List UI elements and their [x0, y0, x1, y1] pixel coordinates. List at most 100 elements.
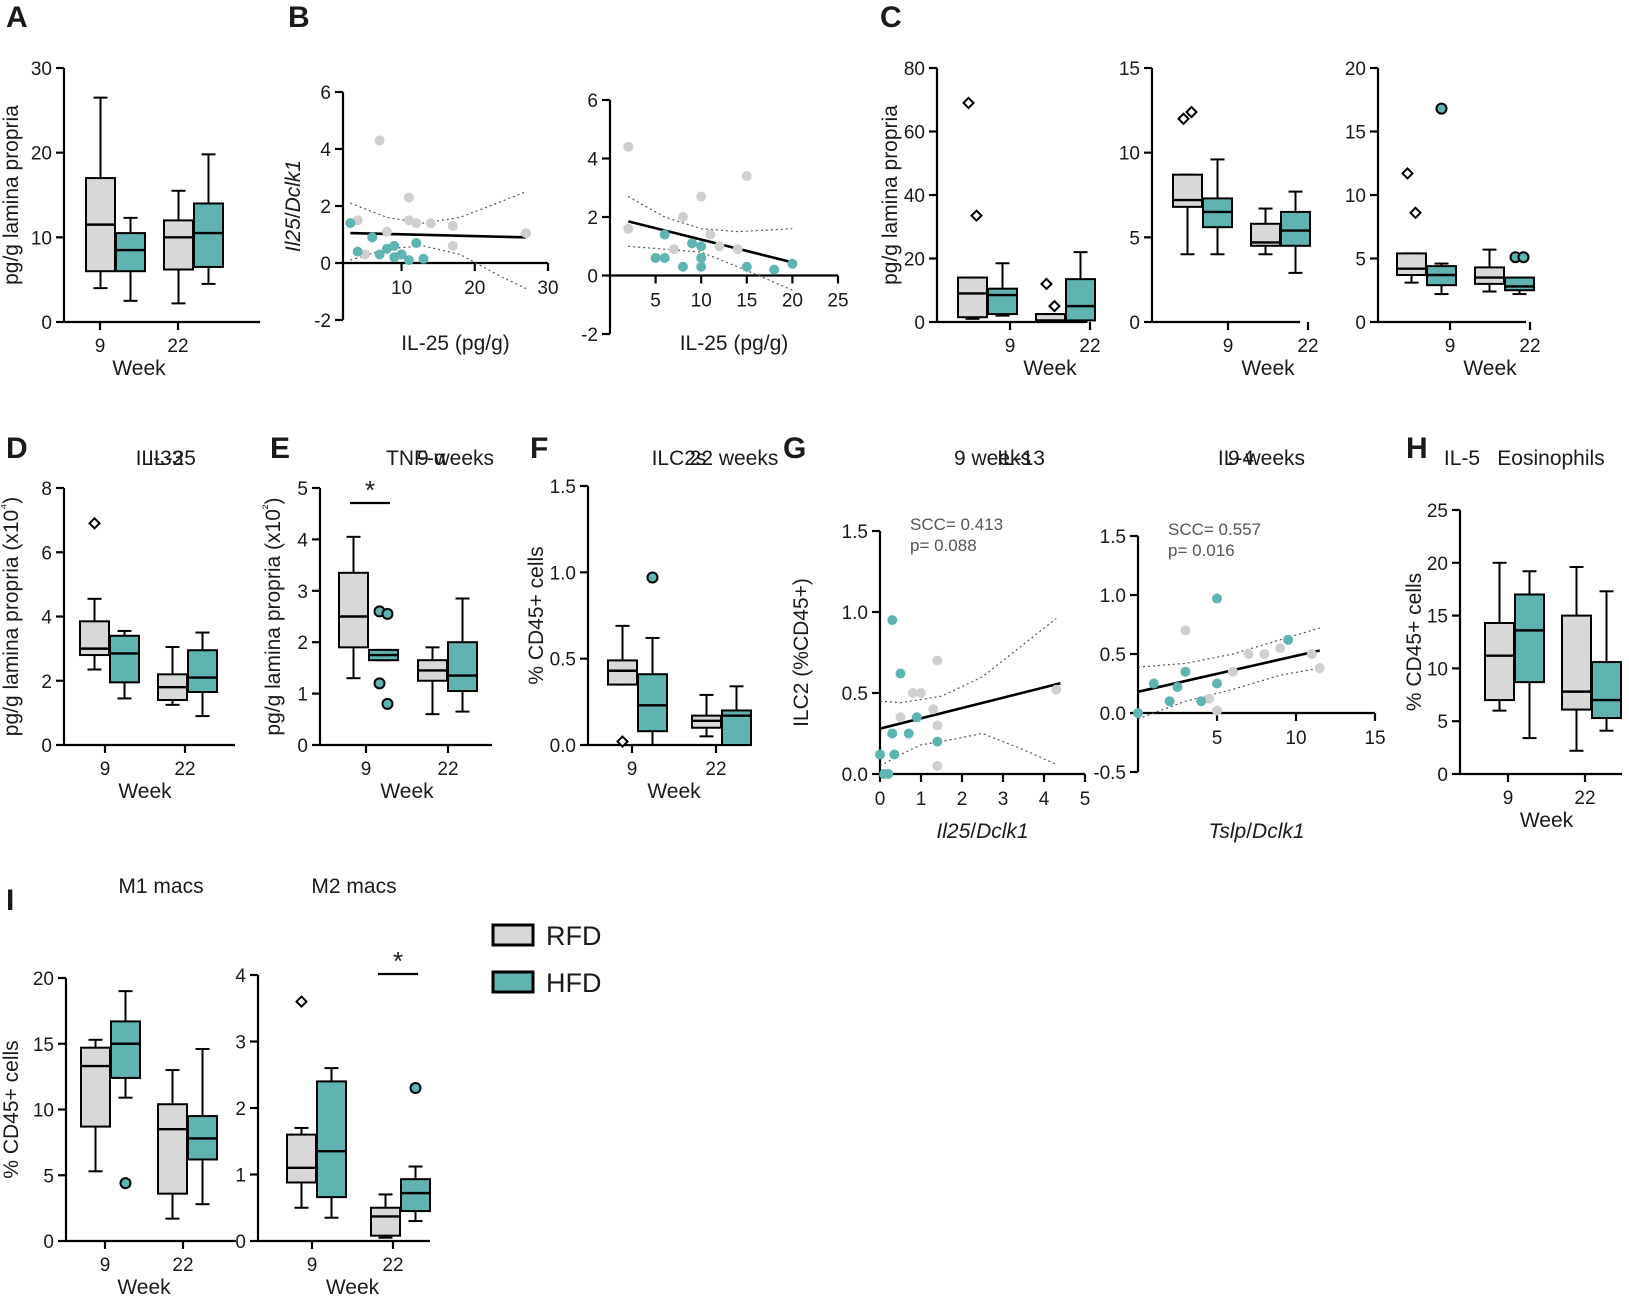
- x-tick-label: 9: [1445, 336, 1456, 357]
- x-tick-label: 20: [464, 278, 485, 299]
- ci-band-lower: [1137, 667, 1320, 720]
- x-axis-label: Week: [326, 1276, 380, 1299]
- box-iqr: [109, 634, 140, 684]
- y-tick-label: 5: [43, 1166, 54, 1187]
- box-rfd-22: [370, 1193, 401, 1239]
- box-hfd-22: [193, 153, 224, 285]
- panel-label-h: H: [1406, 432, 1428, 465]
- data-point-hfd: [1180, 666, 1191, 677]
- box-iqr: [1484, 621, 1515, 702]
- data-point-rfd: [1275, 643, 1286, 654]
- y-tick-label: 6: [41, 543, 52, 564]
- box-hfd-22: [400, 1082, 431, 1223]
- data-point-rfd: [928, 704, 939, 715]
- y-tick-label: 0: [320, 254, 331, 275]
- y-tick-label: 0: [297, 736, 308, 757]
- box-iqr: [1514, 593, 1545, 684]
- data-point-rfd: [1227, 666, 1238, 677]
- data-point-rfd: [916, 688, 926, 698]
- outlier-point: [295, 995, 308, 1009]
- y-axis-label: pg/g lamina propria: [0, 105, 23, 285]
- outlier-point: [1401, 166, 1414, 180]
- x-tick-label: 22: [167, 336, 188, 357]
- y-axis-label: ILC2 (%CD45+): [790, 578, 813, 727]
- box-iqr: [370, 1206, 401, 1237]
- outlier-point: [1185, 105, 1198, 119]
- x-axis-label: Tslp/Dclk1: [1208, 820, 1304, 843]
- regression-line: [350, 231, 527, 239]
- box-iqr: [1504, 276, 1535, 292]
- x-axis-label: IL-25 (pg/g): [401, 332, 510, 355]
- ci-band-upper: [350, 191, 527, 224]
- data-point-rfd: [447, 240, 458, 251]
- data-point-rfd: [411, 218, 422, 229]
- data-point-rfd: [447, 220, 458, 231]
- x-tick-label: 9: [95, 336, 106, 357]
- data-point-rfd: [374, 135, 385, 146]
- data-point-rfd: [677, 212, 688, 222]
- box-rfd-22: [157, 1069, 188, 1220]
- x-tick-label: 9: [627, 759, 638, 780]
- data-point-hfd: [932, 736, 943, 747]
- y-tick-label: 0.5: [550, 650, 576, 671]
- data-point-hfd: [696, 261, 707, 272]
- data-point-rfd: [741, 171, 752, 182]
- y-tick-label: 15: [1345, 123, 1366, 144]
- x-tick-label: 9: [361, 759, 372, 780]
- data-point-hfd: [403, 255, 414, 266]
- y-tick-label: 8: [41, 479, 52, 500]
- box-hfd-22: [1065, 251, 1096, 323]
- y-tick-label: 0.5: [1100, 645, 1126, 666]
- panel-label-g: G: [783, 432, 806, 465]
- x-axis-label: Week: [647, 780, 701, 803]
- data-point-hfd: [883, 769, 894, 779]
- data-point-rfd: [1180, 625, 1191, 636]
- box-iqr: [1172, 173, 1203, 208]
- box-rfd-22: [157, 646, 188, 706]
- x-tick-label: 9: [1005, 336, 1016, 357]
- data-point-hfd: [418, 253, 429, 264]
- box-hfd-22: [447, 597, 478, 713]
- box-rfd-9: [79, 516, 110, 671]
- data-point-rfd: [1314, 663, 1325, 674]
- annotation-scc: SCC= 0.557: [1168, 520, 1261, 539]
- y-tick-label: 0: [1437, 765, 1448, 786]
- outlier-point: [119, 1177, 132, 1190]
- box-hfd-22: [187, 631, 218, 718]
- data-point-rfd: [381, 226, 392, 237]
- y-axis-label: pg/g lamina propria (x10⁴): [0, 497, 23, 736]
- y-tick-label: 10: [1427, 659, 1448, 680]
- box-rfd-22: [1250, 207, 1281, 256]
- y-axis-label: % CD45+ cells: [0, 1040, 23, 1178]
- y-tick-label: 2: [587, 208, 598, 229]
- data-point-hfd: [659, 229, 670, 240]
- x-tick-label: 0: [875, 789, 886, 810]
- data-point-rfd: [907, 688, 918, 698]
- x-tick-label: 9: [1503, 788, 1514, 809]
- data-point-hfd: [875, 749, 885, 760]
- x-tick-label: 9: [100, 1255, 111, 1276]
- ci-band-lower: [879, 732, 1057, 767]
- data-point-rfd: [932, 720, 943, 731]
- box-hfd-9: [316, 1067, 347, 1219]
- outlier-point: [88, 516, 101, 530]
- y-tick-label: 1.5: [1100, 527, 1126, 548]
- data-point-rfd: [1212, 705, 1222, 716]
- data-point-rfd: [623, 223, 634, 234]
- y-tick-label: 20: [904, 250, 925, 271]
- outlier-point: [373, 677, 386, 690]
- chart-title: IL-5: [1444, 447, 1480, 470]
- ci-band-upper: [627, 195, 793, 233]
- box-hfd-22: [721, 685, 752, 747]
- panel-label-f: F: [530, 432, 548, 465]
- x-tick-label: 9: [307, 1255, 318, 1276]
- data-point-hfd: [352, 246, 363, 257]
- y-tick-label: 2: [297, 633, 308, 654]
- x-axis-label: Week: [380, 780, 434, 803]
- panel-label-d: D: [6, 432, 28, 465]
